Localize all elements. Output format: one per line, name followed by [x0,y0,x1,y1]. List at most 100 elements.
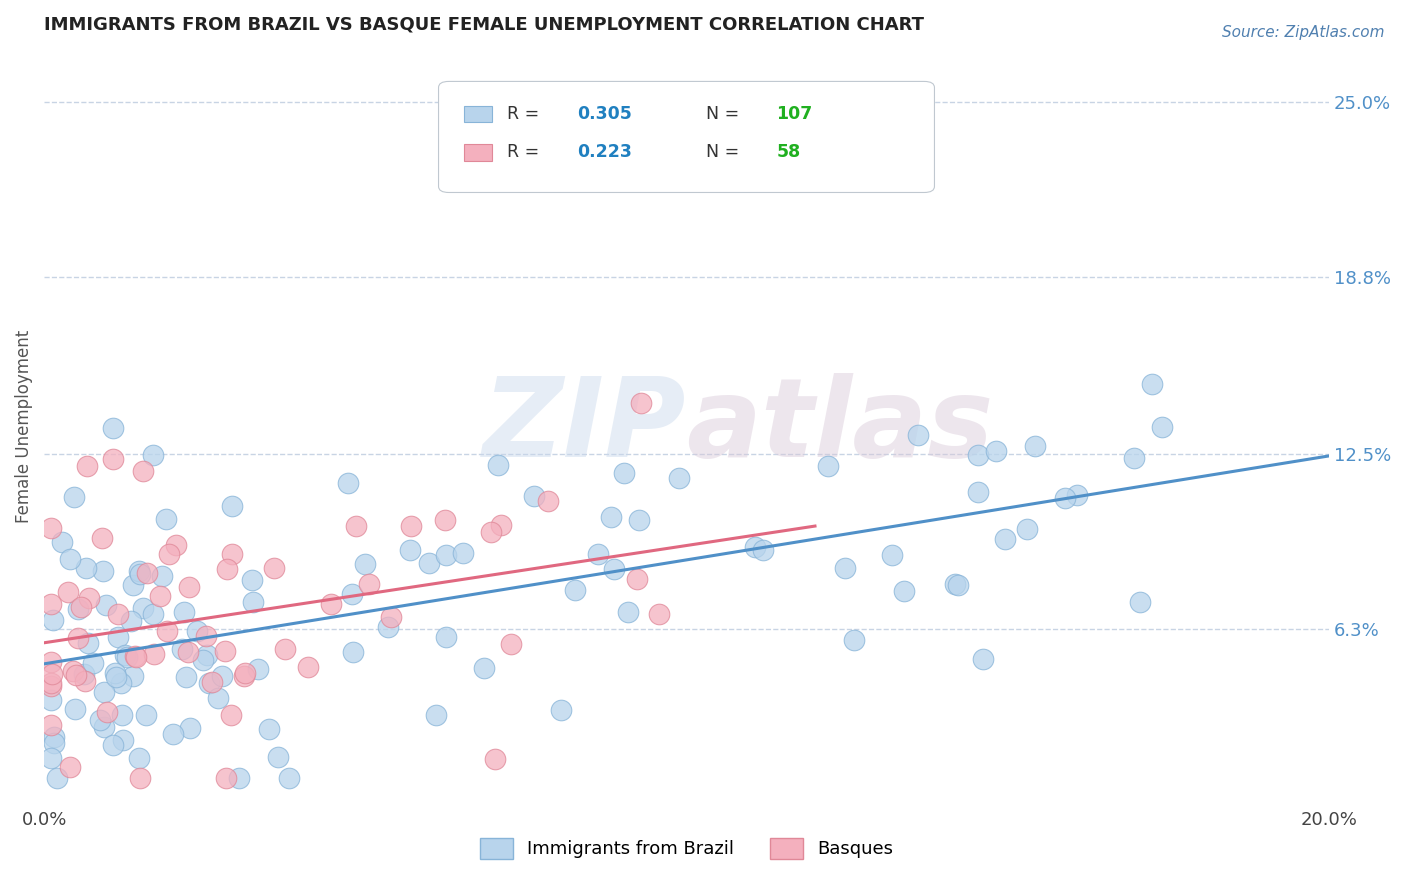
Point [112,732,135,747]
Point [626,572,648,586]
Point [177,645,200,659]
Point [91,531,114,545]
Point [128,567,150,582]
Point [156,624,179,638]
Text: N =: N = [706,143,745,161]
Point [96,705,118,719]
Point [967,484,990,499]
Point [162,727,184,741]
Point [752,543,775,558]
Point [65,668,87,682]
Point [62,664,84,678]
Point [1024,439,1046,453]
Point [630,396,652,410]
Point [627,513,650,527]
Point [1017,522,1039,536]
Point [93,721,115,735]
Point [82,657,104,671]
Point [1140,376,1163,391]
Point [434,630,457,644]
Point [319,597,342,611]
Point [523,489,546,503]
Point [132,601,155,615]
Point [110,676,132,690]
Point [434,548,457,562]
Point [45,771,67,785]
Point [972,652,994,666]
Point [834,561,856,575]
Point [124,649,146,664]
Text: 107: 107 [776,105,813,123]
Point [744,541,766,555]
Point [233,666,256,681]
Point [191,653,214,667]
Point [73,666,96,681]
Point [142,448,165,462]
Point [221,499,243,513]
Point [207,690,229,705]
Point [56,584,79,599]
Text: 58: 58 [776,143,800,161]
Point [342,586,364,600]
Point [907,427,929,442]
Point [613,467,636,481]
Text: R =: R = [506,143,544,161]
Point [550,703,572,717]
Text: 0.223: 0.223 [578,143,633,161]
Point [59,551,82,566]
Text: 0.305: 0.305 [578,105,633,123]
Point [70,599,93,614]
Point [215,561,238,575]
Point [110,708,132,723]
Point [89,713,111,727]
Text: N =: N = [706,105,745,123]
Point [967,449,990,463]
Point [62,490,84,504]
Text: Source: ZipAtlas.com: Source: ZipAtlas.com [1222,25,1385,40]
Point [150,569,173,583]
Point [536,494,558,508]
Point [377,620,399,634]
Point [257,722,280,736]
Point [221,547,243,561]
Point [39,521,62,535]
Point [107,607,129,621]
Point [263,561,285,575]
Point [337,475,360,490]
Point [77,591,100,605]
Point [195,648,218,663]
Point [120,614,142,628]
Point [39,675,62,690]
Point [425,708,447,723]
Point [39,679,62,693]
Point [93,685,115,699]
Point [76,458,98,473]
Point [117,650,139,665]
Point [101,451,124,466]
Point [125,650,148,665]
Point [418,556,440,570]
Point [479,524,502,539]
Point [278,771,301,785]
Point [617,605,640,619]
Point [173,605,195,619]
Point [186,624,208,638]
Point [142,647,165,661]
Point [472,661,495,675]
Point [240,573,263,587]
Text: R =: R = [506,105,544,123]
Point [943,577,966,591]
Point [648,607,671,621]
Point [297,660,319,674]
Point [451,546,474,560]
Point [600,509,623,524]
Point [101,421,124,435]
Y-axis label: Female Unemployment: Female Unemployment [15,329,32,523]
Point [136,566,159,580]
Point [177,580,200,594]
Point [499,636,522,650]
Point [157,547,180,561]
Point [342,645,364,659]
Point [128,564,150,578]
Point [135,708,157,723]
